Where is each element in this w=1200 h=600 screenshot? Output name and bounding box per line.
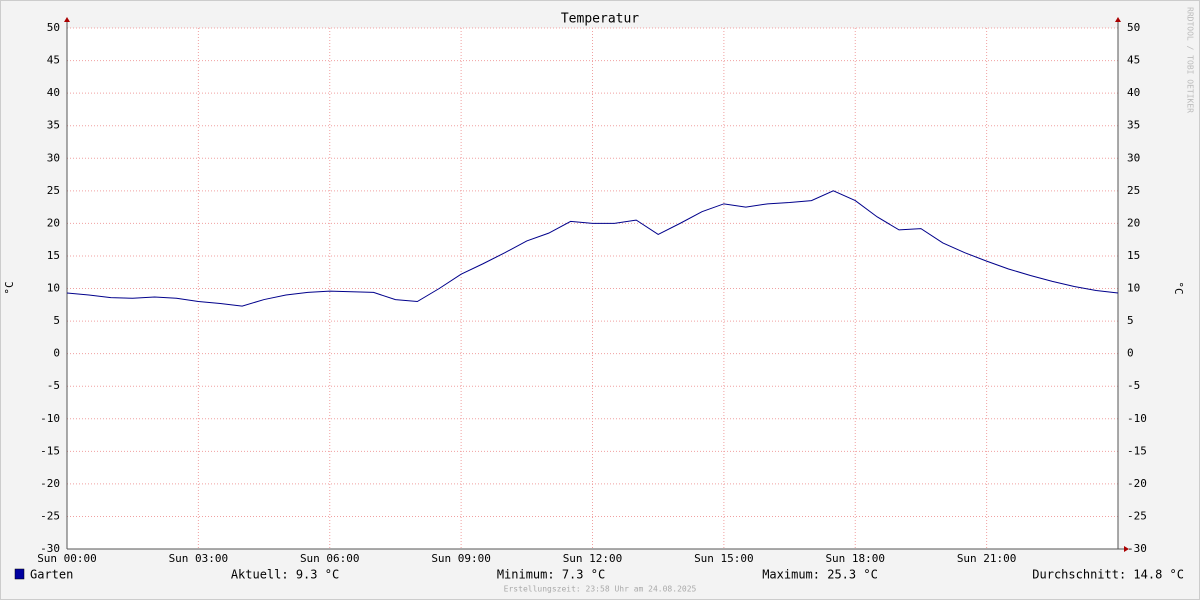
x-tick-label: Sun 06:00: [300, 552, 360, 565]
x-tick-label: Sun 12:00: [563, 552, 623, 565]
y-tick-label: 50: [47, 21, 60, 34]
y2-axis-label: °C: [1172, 281, 1185, 294]
x-tick-label: Sun 15:00: [694, 552, 754, 565]
legend-maximum: Maximum: 25.3 °C: [762, 568, 878, 582]
y-tick-label: 35: [47, 119, 60, 132]
legend-minimum: Minimum: 7.3 °C: [497, 568, 605, 582]
y2-tick-label: -10: [1127, 412, 1147, 425]
legend-average: Durchschnitt: 14.8 °C: [1032, 568, 1184, 582]
y-tick-label: -5: [47, 379, 60, 392]
y2-tick-label: -20: [1127, 477, 1147, 490]
axis-arrow: [1124, 546, 1129, 552]
footer: Erstellungszeit: 23:58 Uhr am 24.08.2025: [504, 585, 697, 594]
y-tick-label: -25: [40, 509, 60, 522]
y2-tick-label: -15: [1127, 444, 1147, 457]
axis-arrow: [64, 17, 70, 22]
y-tick-label: -30: [40, 542, 60, 555]
y2-tick-label: 0: [1127, 347, 1134, 360]
y-tick-label: -20: [40, 477, 60, 490]
x-tick-label: Sun 21:00: [957, 552, 1017, 565]
y-tick-label: 10: [47, 282, 60, 295]
legend-swatch: [14, 568, 25, 580]
x-tick-label: Sun 00:00: [37, 552, 97, 565]
y-tick-label: 20: [47, 216, 60, 229]
y-tick-label: -15: [40, 444, 60, 457]
y2-tick-label: 10: [1127, 282, 1140, 295]
legend-label: Garten: [30, 568, 73, 582]
y2-tick-label: 5: [1127, 314, 1134, 327]
y-axis-label: °C: [3, 281, 16, 294]
y-tick-label: 5: [53, 314, 60, 327]
y2-tick-label: 25: [1127, 184, 1140, 197]
y2-tick-label: 45: [1127, 54, 1140, 67]
watermark: RRDTOOL / TOBI OETIKER: [1186, 7, 1195, 113]
y2-tick-label: -25: [1127, 509, 1147, 522]
y-tick-label: 40: [47, 86, 60, 99]
y2-tick-label: -30: [1127, 542, 1147, 555]
chart-title: Temperatur: [561, 12, 639, 27]
x-tick-label: Sun 09:00: [431, 552, 491, 565]
x-tick-label: Sun 18:00: [825, 552, 885, 565]
y2-tick-label: 35: [1127, 119, 1140, 132]
series-line: [66, 190, 1119, 307]
y2-tick-label: 30: [1127, 151, 1140, 164]
y2-tick-label: -5: [1127, 379, 1140, 392]
y-tick-label: 25: [47, 184, 60, 197]
axis-arrow: [1115, 17, 1121, 22]
x-tick-label: Sun 03:00: [169, 552, 229, 565]
y2-tick-label: 15: [1127, 249, 1140, 262]
legend-current: Aktuell: 9.3 °C: [231, 568, 339, 582]
y-tick-label: -10: [40, 412, 60, 425]
y2-tick-label: 40: [1127, 86, 1140, 99]
y-tick-label: 15: [47, 249, 60, 262]
y-tick-label: 0: [53, 347, 60, 360]
y2-tick-label: 50: [1127, 21, 1140, 34]
y-tick-label: 45: [47, 54, 60, 67]
y-tick-label: 30: [47, 151, 60, 164]
y2-tick-label: 20: [1127, 216, 1140, 229]
